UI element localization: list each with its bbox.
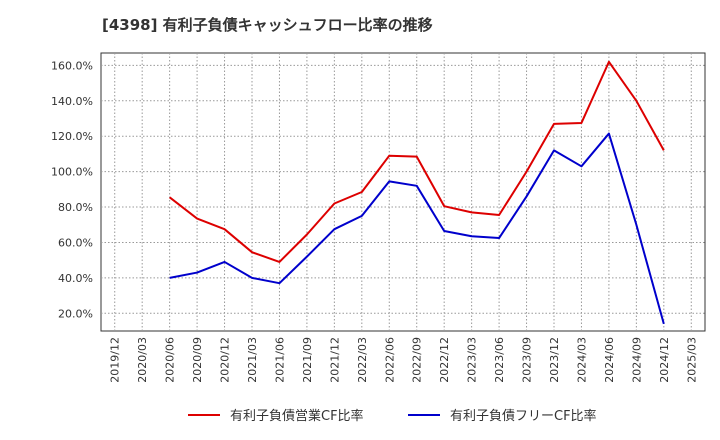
series-lines [169,60,665,325]
y-tick-label: 140.0% [51,95,93,108]
x-tick-label: 2021/06 [273,337,286,383]
x-tick-label: 2020/03 [136,337,149,383]
y-tick-label: 120.0% [51,130,93,143]
series-line-1 [169,60,665,263]
x-tick-label: 2024/09 [630,337,643,383]
y-tick-label: 60.0% [58,236,93,249]
y-tick-label: 100.0% [51,166,93,179]
x-tick-label: 2023/09 [521,337,534,383]
y-tick-label: 40.0% [58,272,93,285]
y-tick-label: 160.0% [51,59,93,72]
x-tick-label: 2021/03 [246,337,259,383]
x-tick-label: 2022/06 [383,337,396,383]
x-tick-label: 2023/12 [548,337,561,383]
x-tick-label: 2020/06 [164,337,177,383]
grid [101,53,705,331]
x-tick-label: 2021/12 [328,337,341,383]
x-tick-label: 2020/09 [191,337,204,383]
y-tick-label: 20.0% [58,307,93,320]
chart-title: [4398] 有利子負債キャッシュフロー比率の推移 [102,16,433,34]
x-tick-label: 2023/06 [493,337,506,383]
x-tick-label: 2022/12 [438,337,451,383]
x-axis-ticks: 2019/12 2020/03 2020/06 2020/09 2020/12 2021/… [109,337,699,383]
legend-label-2: 有利子負債フリーCF比率 [450,408,597,424]
x-tick-label: 2023/03 [466,337,479,383]
legend: 有利子負債営業CF比率 有利子負債フリーCF比率 [188,408,597,424]
x-tick-label: 2024/12 [658,337,671,383]
x-tick-label: 2025/03 [685,337,698,383]
series-line-2 [169,132,665,325]
y-tick-label: 80.0% [58,201,93,214]
x-tick-label: 2019/12 [109,337,122,383]
x-tick-label: 2022/09 [411,337,424,383]
x-tick-label: 2022/03 [356,337,369,383]
legend-label-1: 有利子負債営業CF比率 [230,408,364,424]
x-tick-label: 2024/03 [575,337,588,383]
x-tick-label: 2020/12 [219,337,232,383]
plot-area [100,52,706,332]
y-axis-ticks: 20.0% 40.0% 60.0% 80.0% 100.0% 120.0% 140.0% 16… [51,59,93,320]
x-tick-label: 2021/09 [301,337,314,383]
x-tick-label: 2024/06 [603,337,616,383]
